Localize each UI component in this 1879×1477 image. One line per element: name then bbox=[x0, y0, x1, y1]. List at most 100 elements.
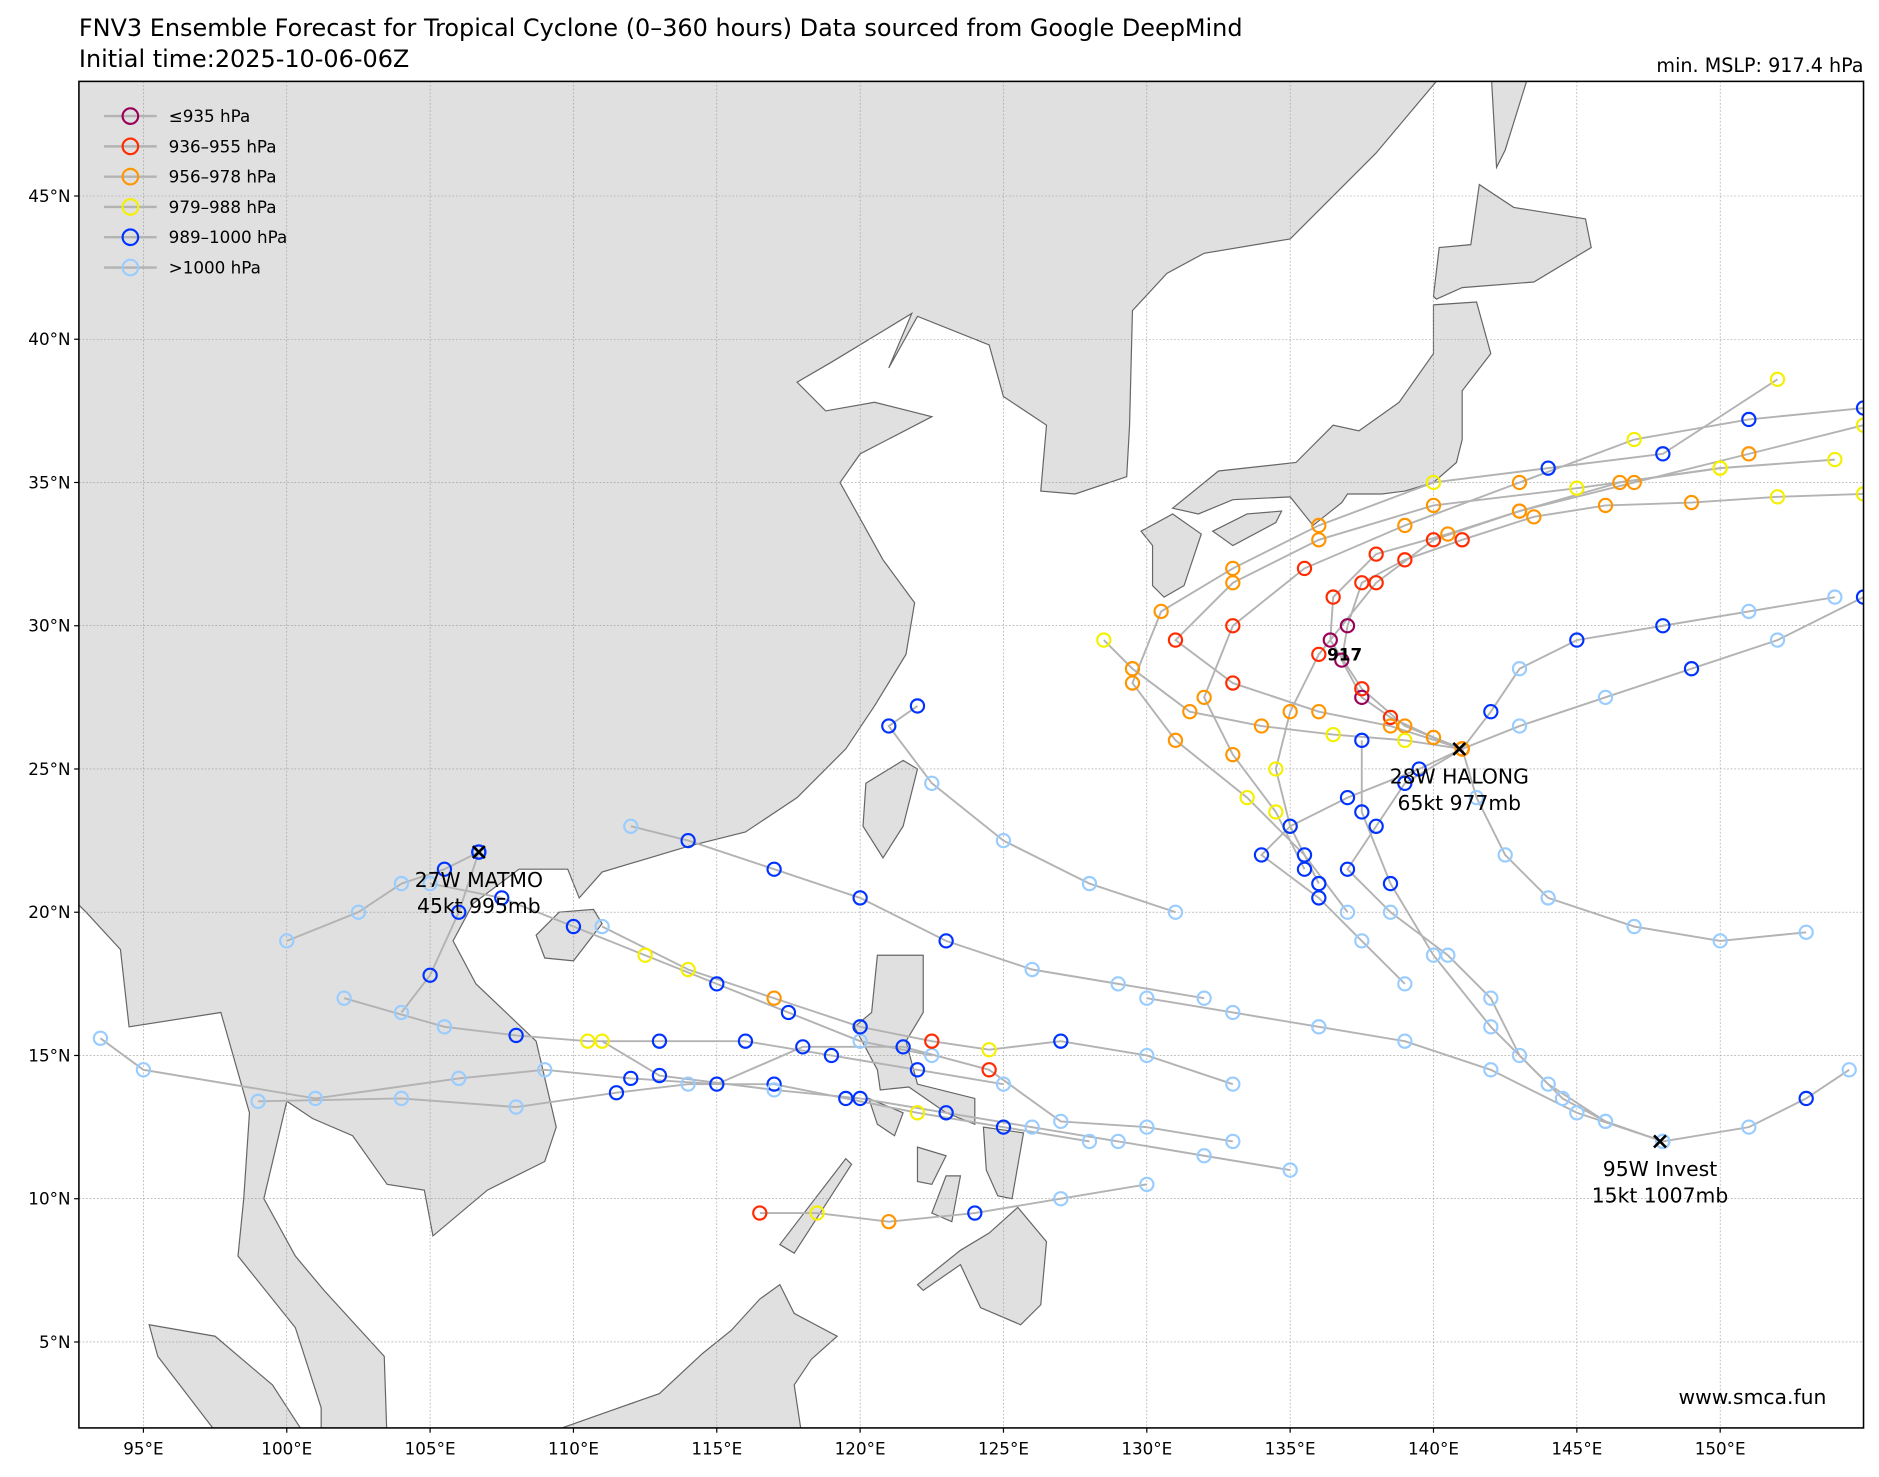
hokkaido-landmass bbox=[1432, 183, 1592, 300]
track-point bbox=[795, 1039, 811, 1055]
shikoku-landmass bbox=[1211, 510, 1283, 547]
track-point bbox=[1110, 976, 1126, 992]
track-point bbox=[1354, 575, 1370, 591]
track-point bbox=[422, 967, 438, 983]
x-mark-icon bbox=[1653, 1134, 1667, 1149]
y-tick-label: 40°N bbox=[28, 329, 70, 349]
kyushu-landmass bbox=[1140, 513, 1202, 598]
track-point bbox=[881, 1213, 897, 1230]
track-point bbox=[852, 1090, 868, 1107]
mindanao-landmass bbox=[916, 1206, 1048, 1326]
track-point bbox=[1167, 632, 1184, 648]
track-point bbox=[1425, 947, 1442, 963]
min-pressure-label: 917 bbox=[1327, 644, 1362, 664]
track-point bbox=[1024, 1119, 1040, 1135]
ensemble-track-line bbox=[601, 1040, 1291, 1172]
track-point bbox=[895, 1039, 911, 1055]
track-point bbox=[924, 1047, 940, 1064]
legend-marker-swatch bbox=[121, 107, 140, 125]
track-point bbox=[471, 844, 487, 860]
track-point bbox=[565, 918, 582, 935]
track-point bbox=[924, 775, 940, 791]
legend-label: 956–978 hPa bbox=[169, 167, 277, 187]
ensemble-track-line bbox=[1360, 740, 1664, 1143]
x-tick-label: 105°E bbox=[405, 1438, 456, 1458]
track-point bbox=[1554, 1090, 1571, 1107]
track-point bbox=[881, 718, 897, 734]
track-point bbox=[1311, 875, 1327, 892]
map-frame bbox=[78, 80, 1865, 1429]
track-point bbox=[1139, 1047, 1155, 1064]
track-point bbox=[1334, 652, 1350, 668]
track-point bbox=[1096, 632, 1112, 648]
ensemble-track-line bbox=[759, 1183, 1147, 1223]
track-point bbox=[1425, 729, 1442, 746]
track-point bbox=[1024, 961, 1040, 978]
track-point bbox=[651, 1033, 668, 1049]
borneo-landmass bbox=[561, 1283, 839, 1428]
track-point bbox=[1511, 718, 1528, 734]
track-point bbox=[1769, 632, 1786, 648]
track-point bbox=[938, 933, 954, 949]
track-point bbox=[995, 1119, 1012, 1135]
track-point bbox=[823, 1047, 840, 1064]
track-point bbox=[1597, 497, 1614, 514]
land-layer bbox=[78, 81, 1592, 1428]
x-tick-label: 100°E bbox=[261, 1438, 312, 1458]
track-point bbox=[852, 1019, 868, 1035]
y-tick-label: 25°N bbox=[28, 759, 70, 779]
track-point bbox=[1454, 741, 1470, 757]
track-point bbox=[852, 1033, 868, 1049]
track-point bbox=[1339, 789, 1356, 806]
track-point bbox=[422, 875, 438, 892]
ensemble-track-line bbox=[1461, 596, 1835, 750]
track-point bbox=[393, 1004, 410, 1021]
track-point bbox=[1397, 732, 1413, 748]
track-point bbox=[924, 1033, 940, 1049]
track-point bbox=[909, 698, 926, 714]
track-point bbox=[1225, 1133, 1241, 1150]
asia-mainland-landmass bbox=[78, 81, 1438, 1428]
track-point bbox=[1225, 746, 1241, 763]
legend-label: ≤935 hPa bbox=[169, 106, 251, 126]
track-point bbox=[1311, 532, 1327, 548]
track-point bbox=[336, 990, 352, 1006]
x-tick-label: 125°E bbox=[978, 1438, 1029, 1458]
track-point bbox=[1311, 704, 1327, 720]
track-point bbox=[995, 1076, 1012, 1092]
storm-name: 28W HALONG bbox=[1390, 765, 1529, 789]
x-mark-icon bbox=[1452, 742, 1467, 756]
track-point bbox=[1827, 589, 1843, 605]
track-point bbox=[350, 904, 367, 920]
track-point bbox=[1239, 789, 1255, 806]
track-point bbox=[436, 1019, 453, 1035]
track-point bbox=[1855, 417, 1864, 433]
track-point bbox=[1483, 704, 1499, 720]
track-point bbox=[393, 875, 410, 892]
track-point bbox=[1354, 732, 1370, 748]
track-point bbox=[766, 990, 782, 1006]
track-point bbox=[1712, 460, 1728, 476]
track-point bbox=[1339, 861, 1356, 877]
track-point bbox=[1225, 1004, 1241, 1021]
track-point bbox=[1110, 1133, 1126, 1150]
track-point bbox=[1282, 1162, 1298, 1178]
ensemble-track-line bbox=[601, 925, 1234, 1086]
track-point bbox=[1626, 918, 1642, 935]
track-point bbox=[1798, 1090, 1814, 1107]
track-point bbox=[436, 861, 453, 877]
track-point bbox=[1425, 532, 1442, 548]
track-point bbox=[1368, 546, 1384, 562]
track-point bbox=[1225, 675, 1241, 691]
storm-intensity: 45kt 995mb bbox=[417, 894, 541, 918]
track-point bbox=[1683, 661, 1700, 677]
y-tick-label: 35°N bbox=[28, 472, 70, 492]
legend-marker-swatch bbox=[121, 198, 140, 216]
track-point bbox=[709, 976, 725, 992]
track-point bbox=[852, 890, 868, 906]
track-point bbox=[1626, 474, 1642, 491]
